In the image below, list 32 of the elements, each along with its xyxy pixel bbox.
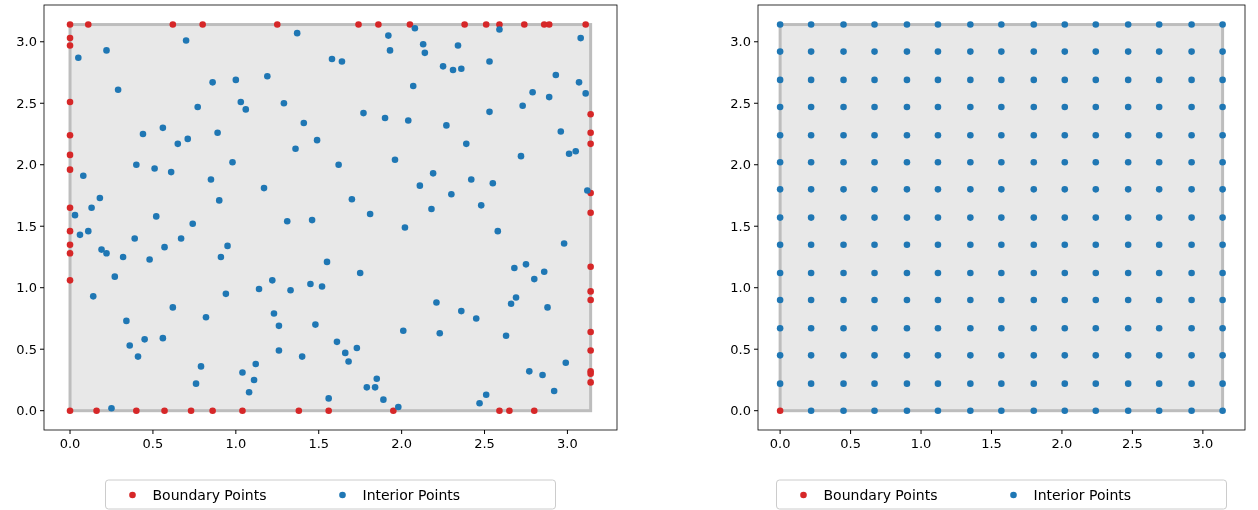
y-tick-label: 0.0 xyxy=(730,403,751,419)
legend-label: Interior Points xyxy=(1033,487,1132,503)
x-tick-label: 1.5 xyxy=(981,436,1002,451)
x-tick-label: 3.0 xyxy=(1192,436,1214,451)
y-tick-label: 0.5 xyxy=(16,341,37,357)
y-tick-label: 0.0 xyxy=(16,403,37,419)
x-tick-label: 2.0 xyxy=(1051,436,1073,451)
x-tick-label: 0.5 xyxy=(142,436,164,451)
y-tick-label: 2.5 xyxy=(730,95,751,111)
y-tick-label: 0.5 xyxy=(730,341,751,357)
y-tick-label: 2.0 xyxy=(16,157,37,173)
y-tick-label: 1.0 xyxy=(16,280,37,296)
legend-label: Boundary Points xyxy=(823,487,938,503)
y-tick-label: 1.0 xyxy=(730,280,751,296)
x-tick-label: 0.0 xyxy=(769,436,791,451)
legend-label: Boundary Points xyxy=(152,487,267,503)
x-tick-label: 0.0 xyxy=(59,436,81,451)
y-tick-label: 1.5 xyxy=(16,218,37,234)
x-tick-label: 3.0 xyxy=(557,436,578,451)
x-tick-label: 2.0 xyxy=(391,436,412,451)
x-tick-label: 2.5 xyxy=(474,436,495,451)
x-tick-label: 0.5 xyxy=(840,436,861,451)
x-tick-label: 1.5 xyxy=(308,436,330,451)
y-tick-label: 1.5 xyxy=(730,218,751,234)
legend-label: Interior Points xyxy=(362,487,461,503)
x-tick-label: 1.0 xyxy=(225,436,247,451)
y-tick-label: 2.0 xyxy=(730,157,751,173)
y-tick-label: 3.0 xyxy=(16,34,37,50)
x-tick-label: 2.5 xyxy=(1122,436,1143,451)
y-tick-label: 3.0 xyxy=(730,34,751,50)
y-tick-label: 2.5 xyxy=(16,95,37,111)
x-tick-label: 1.0 xyxy=(910,436,932,451)
